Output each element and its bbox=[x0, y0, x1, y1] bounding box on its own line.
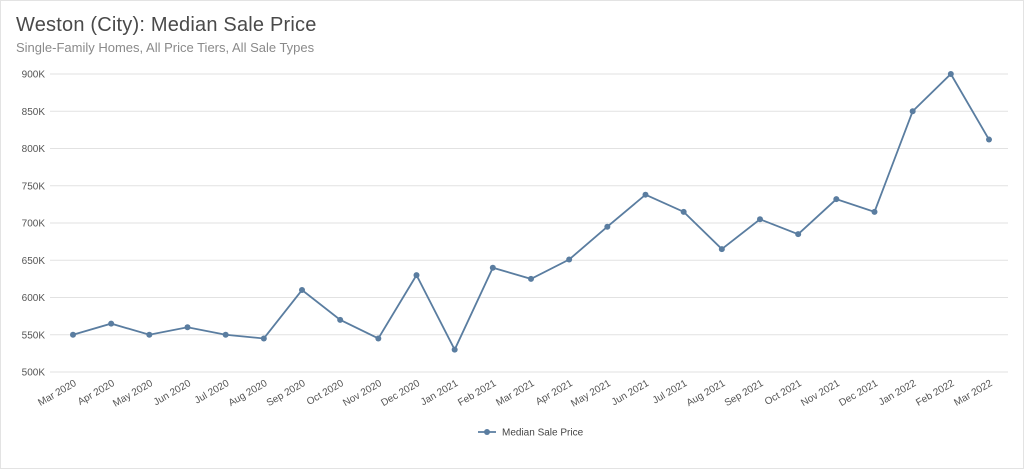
chart-title: Weston (City): Median Sale Price bbox=[16, 14, 317, 36]
data-point bbox=[146, 331, 153, 338]
data-point bbox=[299, 287, 305, 294]
x-tick-label: May 2021 bbox=[569, 378, 613, 410]
x-tick-label: Feb 2022 bbox=[914, 378, 956, 409]
x-tick-label: Jul 2021 bbox=[651, 378, 690, 407]
data-point bbox=[451, 346, 458, 353]
data-point bbox=[337, 316, 344, 323]
y-tick-label: 600K bbox=[22, 293, 46, 304]
x-tick-label: Sep 2021 bbox=[723, 378, 766, 409]
y-tick-label: 750K bbox=[22, 181, 46, 192]
y-tick-label: 800K bbox=[22, 144, 46, 155]
data-point bbox=[260, 335, 267, 342]
x-tick-label: May 2020 bbox=[111, 378, 155, 410]
legend-marker bbox=[484, 429, 490, 435]
x-tick-label: Dec 2020 bbox=[379, 378, 422, 409]
x-tick-label: Mar 2022 bbox=[952, 378, 994, 409]
series-line bbox=[72, 72, 990, 352]
chart-subtitle: Single-Family Homes, All Price Tiers, Al… bbox=[16, 40, 315, 55]
x-tick-label: Mar 2020 bbox=[36, 378, 78, 409]
data-point bbox=[757, 216, 763, 223]
y-tick-label: 850K bbox=[22, 107, 46, 118]
data-point bbox=[375, 335, 382, 342]
x-tick-label: Sep 2020 bbox=[265, 378, 308, 409]
x-tick-label: Nov 2021 bbox=[799, 378, 842, 409]
data-point bbox=[986, 136, 992, 143]
x-tick-label: Oct 2021 bbox=[763, 378, 804, 408]
x-tick-label: Jul 2020 bbox=[193, 378, 232, 407]
x-tick-label: Apr 2021 bbox=[534, 378, 575, 408]
x-tick-label: Aug 2020 bbox=[227, 378, 270, 409]
x-tick-label: Aug 2021 bbox=[685, 378, 728, 409]
data-point bbox=[222, 331, 229, 338]
data-point bbox=[871, 208, 878, 215]
data-point bbox=[184, 324, 191, 331]
x-tick-label: Feb 2021 bbox=[456, 378, 498, 409]
data-point bbox=[108, 320, 115, 327]
y-tick-label: 900K bbox=[22, 70, 46, 81]
x-tick-label: Dec 2021 bbox=[837, 378, 880, 409]
y-tick-label: 550K bbox=[22, 330, 46, 341]
x-tick-label: Jun 2020 bbox=[152, 378, 194, 408]
data-point bbox=[489, 264, 496, 271]
data-point bbox=[833, 196, 840, 203]
data-point bbox=[413, 272, 420, 279]
x-tick-label: Jan 2021 bbox=[419, 378, 461, 408]
x-tick-label: Mar 2021 bbox=[494, 378, 536, 409]
y-tick-label: 500K bbox=[22, 368, 46, 379]
x-tick-label: Jan 2022 bbox=[877, 378, 919, 408]
data-point bbox=[566, 256, 573, 263]
data-point bbox=[642, 191, 649, 198]
data-point bbox=[70, 331, 76, 338]
y-tick-label: 650K bbox=[22, 256, 46, 267]
data-point bbox=[795, 231, 802, 238]
x-tick-label: Nov 2020 bbox=[341, 378, 384, 409]
data-point bbox=[718, 246, 725, 253]
x-tick-label: Oct 2020 bbox=[305, 378, 346, 408]
data-point bbox=[604, 223, 611, 230]
data-point bbox=[528, 275, 534, 282]
x-tick-label: Jun 2021 bbox=[610, 378, 652, 408]
data-point bbox=[909, 108, 916, 115]
y-tick-label: 700K bbox=[22, 219, 46, 230]
legend-label: Median Sale Price bbox=[502, 428, 584, 439]
x-tick-label: Apr 2020 bbox=[76, 378, 117, 408]
data-point bbox=[680, 208, 687, 215]
data-point bbox=[947, 71, 954, 77]
